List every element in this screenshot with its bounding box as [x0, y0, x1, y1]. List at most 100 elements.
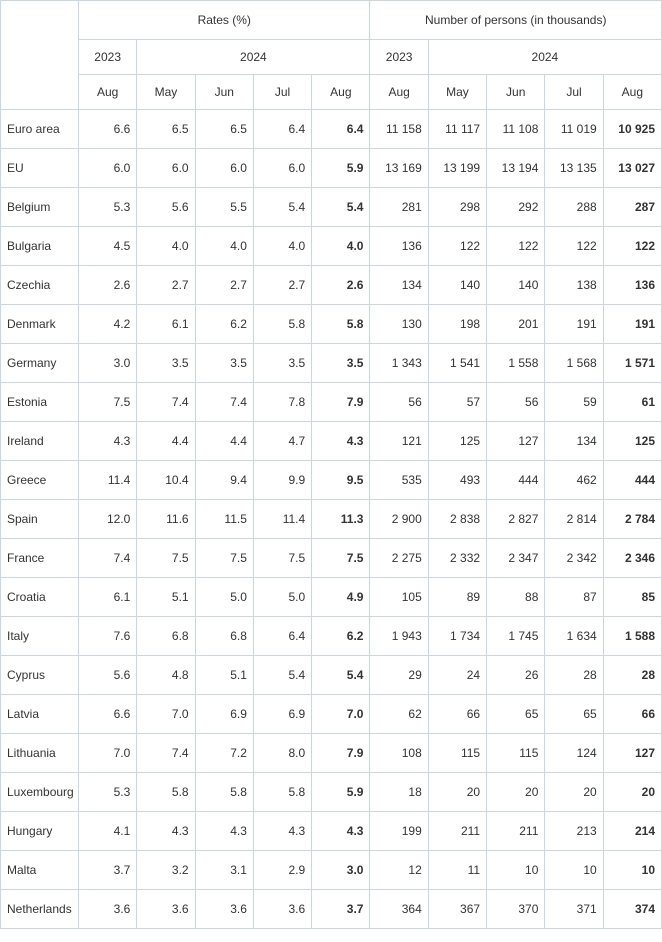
header-month-row: AugMayJunJulAugAugMayJunJulAug [1, 75, 662, 110]
row-label-cell: Belgium [1, 188, 79, 227]
data-cell: 7.5 [137, 539, 195, 578]
data-cell: 4.4 [137, 422, 195, 461]
row-label-cell: Luxembourg [1, 773, 79, 812]
row-label-cell: Croatia [1, 578, 79, 617]
header-month-cell: Jul [545, 75, 603, 110]
table-row: Euro area6.66.56.56.46.411 15811 11711 1… [1, 110, 662, 149]
row-label-cell: Netherlands [1, 890, 79, 929]
row-label-cell: Spain [1, 500, 79, 539]
data-cell: 1 588 [603, 617, 661, 656]
row-label-cell: Latvia [1, 695, 79, 734]
data-cell: 2 784 [603, 500, 661, 539]
row-label-cell: EU [1, 149, 79, 188]
data-cell: 364 [370, 890, 428, 929]
data-cell: 136 [370, 227, 428, 266]
data-cell: 6.9 [195, 695, 253, 734]
data-cell: 18 [370, 773, 428, 812]
data-cell: 2.7 [195, 266, 253, 305]
data-cell: 5.0 [253, 578, 311, 617]
data-cell: 1 568 [545, 344, 603, 383]
data-cell: 6.2 [312, 617, 370, 656]
data-cell: 4.7 [253, 422, 311, 461]
data-cell: 20 [545, 773, 603, 812]
data-cell: 6.9 [253, 695, 311, 734]
data-cell: 2 332 [428, 539, 486, 578]
data-cell: 5.6 [79, 656, 137, 695]
data-cell: 288 [545, 188, 603, 227]
data-cell: 4.3 [79, 422, 137, 461]
data-cell: 85 [603, 578, 661, 617]
data-cell: 122 [603, 227, 661, 266]
data-cell: 6.1 [79, 578, 137, 617]
data-cell: 6.4 [312, 110, 370, 149]
data-cell: 11 019 [545, 110, 603, 149]
row-label-cell: Hungary [1, 812, 79, 851]
data-cell: 213 [545, 812, 603, 851]
data-cell: 4.3 [195, 812, 253, 851]
data-cell: 24 [428, 656, 486, 695]
data-cell: 6.0 [79, 149, 137, 188]
table-row: Croatia6.15.15.05.04.910589888785 [1, 578, 662, 617]
header-group-row: Rates (%) Number of persons (in thousand… [1, 1, 662, 40]
data-cell: 4.3 [312, 812, 370, 851]
data-cell: 122 [428, 227, 486, 266]
table-row: Latvia6.67.06.96.97.06266656566 [1, 695, 662, 734]
data-cell: 4.1 [79, 812, 137, 851]
data-cell: 4.8 [137, 656, 195, 695]
table-row: France7.47.57.57.57.52 2752 3322 3472 34… [1, 539, 662, 578]
row-label-cell: Cyprus [1, 656, 79, 695]
table-row: Luxembourg5.35.85.85.85.91820202020 [1, 773, 662, 812]
data-cell: 28 [545, 656, 603, 695]
data-cell: 2 347 [487, 539, 545, 578]
data-cell: 444 [603, 461, 661, 500]
header-month-cell: Jul [253, 75, 311, 110]
data-cell: 56 [370, 383, 428, 422]
data-cell: 4.9 [312, 578, 370, 617]
data-cell: 6.0 [137, 149, 195, 188]
data-cell: 13 027 [603, 149, 661, 188]
data-cell: 122 [487, 227, 545, 266]
row-label-cell: Denmark [1, 305, 79, 344]
table-row: Malta3.73.23.12.93.01211101010 [1, 851, 662, 890]
header-month-cell: May [137, 75, 195, 110]
data-cell: 115 [487, 734, 545, 773]
data-cell: 3.6 [79, 890, 137, 929]
data-cell: 122 [545, 227, 603, 266]
data-cell: 140 [487, 266, 545, 305]
data-cell: 6.1 [137, 305, 195, 344]
data-cell: 11 117 [428, 110, 486, 149]
data-cell: 5.9 [312, 149, 370, 188]
data-cell: 127 [487, 422, 545, 461]
table-row: EU6.06.06.06.05.913 16913 19913 19413 13… [1, 149, 662, 188]
data-cell: 287 [603, 188, 661, 227]
data-cell: 1 943 [370, 617, 428, 656]
data-cell: 298 [428, 188, 486, 227]
data-cell: 7.6 [79, 617, 137, 656]
data-cell: 1 745 [487, 617, 545, 656]
data-cell: 1 558 [487, 344, 545, 383]
data-cell: 26 [487, 656, 545, 695]
data-cell: 6.6 [79, 695, 137, 734]
data-cell: 11 158 [370, 110, 428, 149]
data-cell: 5.1 [195, 656, 253, 695]
data-cell: 7.4 [137, 383, 195, 422]
data-cell: 2.7 [253, 266, 311, 305]
table-row: Italy7.66.86.86.46.21 9431 7341 7451 634… [1, 617, 662, 656]
data-cell: 3.7 [312, 890, 370, 929]
row-label-cell: Malta [1, 851, 79, 890]
data-cell: 201 [487, 305, 545, 344]
data-cell: 124 [545, 734, 603, 773]
data-cell: 6.8 [195, 617, 253, 656]
data-cell: 12 [370, 851, 428, 890]
row-label-cell: Ireland [1, 422, 79, 461]
data-cell: 2 275 [370, 539, 428, 578]
data-cell: 5.8 [312, 305, 370, 344]
data-cell: 4.0 [312, 227, 370, 266]
data-cell: 11.4 [79, 461, 137, 500]
data-cell: 61 [603, 383, 661, 422]
data-table: Rates (%) Number of persons (in thousand… [0, 0, 662, 929]
data-cell: 1 634 [545, 617, 603, 656]
data-cell: 134 [545, 422, 603, 461]
header-month-cell: Jun [195, 75, 253, 110]
data-cell: 11.3 [312, 500, 370, 539]
